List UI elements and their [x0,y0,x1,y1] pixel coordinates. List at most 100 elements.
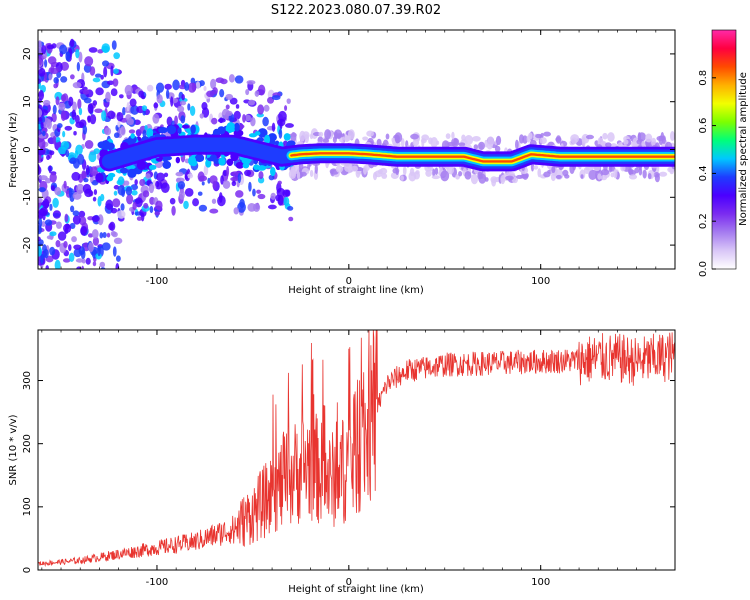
spectrogram-cell [205,159,212,168]
spectrogram-cell [225,110,233,116]
spectrogram-cell [99,232,104,239]
spectrogram-cell [51,43,57,49]
spectrogram-cell [88,47,98,53]
spectrogram-cell [274,140,280,146]
spectrogram-cell [555,174,562,180]
spectrogram-cell [116,269,120,276]
spectrogram-cell [155,180,160,188]
spectrogram-cell [64,213,69,223]
spectrogram-cell [641,140,646,148]
spectrogram-cell [270,192,276,200]
spectrogram-cell [400,138,405,148]
spectrogram-cell [83,178,89,183]
spectrogram-cell [85,164,90,176]
spectrogram-cell [126,118,134,126]
spectrogram-cell [184,188,194,197]
spectrogram-cell [81,170,87,179]
spectrogram-cell [362,136,369,141]
spectrogram-cell [38,108,43,118]
spectrogram-cell [198,204,208,212]
spectrogram-cell [551,165,556,174]
spectrogram-cell [392,141,401,147]
spectrogram-cell [248,181,252,192]
spectrogram-y-label: Frequency (Hz) [8,112,19,188]
x-tick-label: 0 [346,276,352,287]
spectrogram-cell [86,274,92,281]
spectrogram-cell [267,204,277,210]
spectrogram-cell [525,173,529,178]
spectrogram-cell [242,113,246,123]
spectrogram-cell [169,197,176,205]
spectrogram-cell [225,93,234,101]
y-tick-label: 100 [22,497,33,516]
spectrogram-cell [653,172,660,178]
spectrogram-cell [101,242,111,251]
spectrogram-cell [372,172,378,181]
spectrogram-cell [107,110,116,120]
spectrogram-cell [112,270,117,277]
spectrogram-cell [347,129,355,140]
spectrogram-cell [93,148,101,155]
spectrogram-cell [440,170,450,182]
spectrogram-cell [94,108,103,114]
spectrogram-cell [153,102,159,109]
spectrogram-cell [211,198,217,204]
spectrogram-cell [111,40,117,50]
spectrogram-cell [82,125,88,135]
spectrogram-cell [244,169,252,177]
spectrogram-cell [40,253,44,264]
spectrogram-cell [130,133,136,139]
spectrogram-cell [143,202,149,209]
spectrogram-cell [92,196,97,202]
colorbar-frame [711,29,737,270]
spectrogram-cell [585,134,595,140]
spectrogram-cell [494,145,501,152]
spectrogram-cell [49,172,57,183]
spectrogram-cell [46,119,52,130]
y-tick-label: 200 [22,434,33,453]
spectrogram-cell [38,273,42,281]
spectrogram-cell [148,183,155,194]
spectrogram-cell [52,197,59,208]
spectrogram-cell [385,133,390,140]
spectrogram-cell [256,189,262,194]
spectrogram-cell [103,66,108,78]
spectrogram-cell [432,168,436,177]
spectrogram-cell [158,126,168,134]
spectrogram-cell [41,44,47,55]
spectrogram-cell [181,94,185,101]
spectrogram-cell [284,105,288,111]
spectrogram-cell [142,110,146,116]
spectrogram-cell [125,186,133,196]
x-tick-label: 0 [346,577,352,588]
spectrogram-cell [53,83,58,89]
spectrogram-cell [97,49,104,54]
snr-x-ticks: -100 0 100 [41,330,676,588]
spectrogram-cell [134,197,143,208]
spectrogram-cell [92,261,97,267]
spectrogram-cell [113,190,118,196]
spectrogram-cell [278,128,283,139]
spectrogram-cell [89,166,99,177]
spectrogram-cell [41,115,46,123]
spectrogram-x-ticks: -100 0 100 [41,30,676,287]
spectrogram-cell [49,246,56,256]
spectrogram-cell [113,237,123,245]
spectrogram-cell [190,124,196,134]
spectrogram-cell [515,139,519,150]
spectrogram-cell [106,232,111,238]
spectrogram-cell [458,171,463,177]
spectrogram-cell [607,132,615,142]
spectrogram-cell [49,231,57,237]
spectrogram-cell [106,80,115,86]
spectrogram-cell [580,174,584,179]
spectrogram-cell [65,149,70,158]
spectrogram-cell [175,171,184,177]
spectrogram-cell [179,100,187,106]
spectrogram-cell [126,194,134,205]
spectrogram-cell [87,233,94,238]
spectrogram-cell [146,84,154,92]
spectrogram-cell [651,137,657,147]
spectrogram-cell [218,157,226,166]
